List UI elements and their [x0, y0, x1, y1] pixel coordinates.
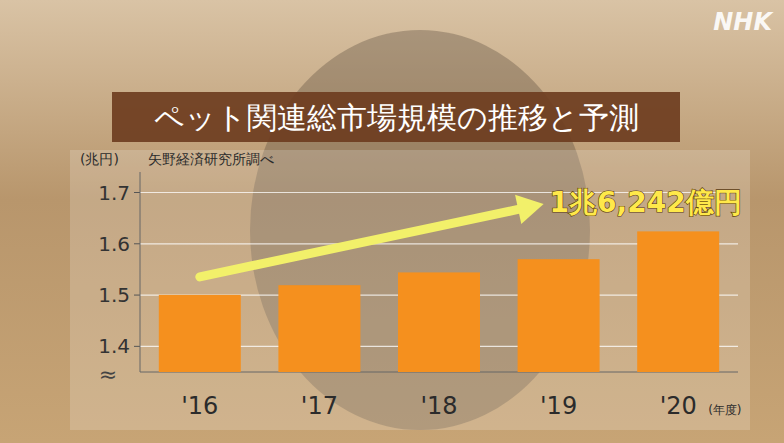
y-tick — [134, 295, 140, 296]
annotation: 1兆6,242億円 — [550, 186, 742, 219]
bar — [159, 295, 241, 372]
y-axis-title: (兆円) — [80, 151, 119, 167]
y-tick — [134, 192, 140, 193]
bar — [278, 285, 360, 372]
logo: NHK — [713, 8, 774, 36]
subtitle: 矢野経済研究所調べ — [148, 151, 274, 167]
y-tick-label: 1.6 — [98, 232, 130, 256]
x-tick-label: '16 — [181, 392, 218, 420]
bar — [518, 259, 600, 372]
bars — [159, 231, 719, 372]
arrow — [200, 209, 518, 276]
x-tick-label: '17 — [301, 392, 338, 420]
y-axis-line — [140, 172, 141, 372]
title-banner — [112, 92, 680, 142]
x-tick-label: '18 — [420, 392, 457, 420]
y-tick-label: 1.4 — [98, 334, 130, 358]
x-axis-title: (年度) — [708, 403, 741, 417]
bar — [398, 272, 480, 372]
bar — [637, 231, 719, 372]
title: ペット関連総市場規模の推移と予測 — [154, 100, 639, 135]
x-tick-label: '19 — [540, 392, 577, 420]
y-tick-label: 1.7 — [98, 181, 130, 205]
y-tick — [134, 243, 140, 244]
axis-break: ≈ — [99, 362, 117, 387]
background — [0, 0, 784, 443]
y-tick — [134, 346, 140, 347]
x-tick-label: '20 — [660, 392, 697, 420]
plot-panel — [70, 150, 750, 430]
chart: NHK ペット関連総市場規模の推移と予測 (兆円) 矢野経済研究所調べ 1.4 1.5 1.… — [0, 0, 784, 443]
y-tick-label: 1.5 — [98, 283, 130, 307]
arrow-head — [515, 195, 544, 224]
